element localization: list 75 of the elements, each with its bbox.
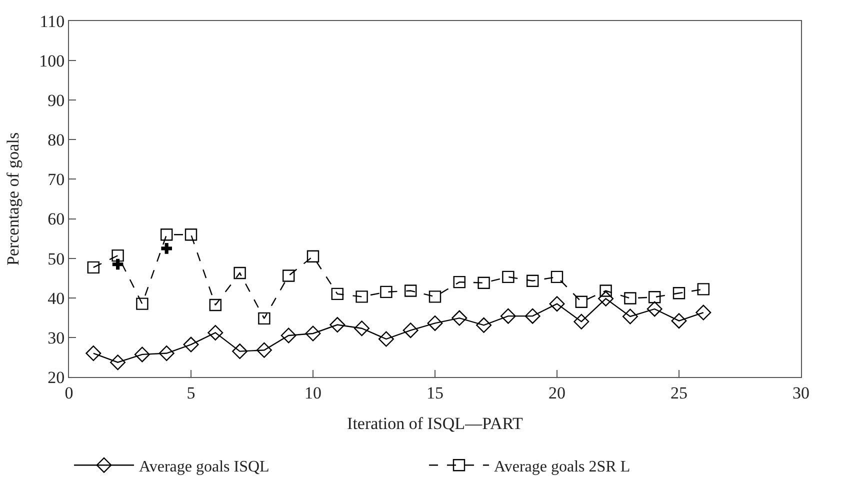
point bbox=[671, 313, 687, 329]
point bbox=[574, 314, 590, 330]
point bbox=[158, 346, 174, 362]
point bbox=[305, 326, 321, 342]
point bbox=[648, 291, 661, 304]
point bbox=[502, 270, 514, 284]
point bbox=[282, 270, 295, 282]
point bbox=[500, 308, 516, 324]
y-tick-label: 30 bbox=[48, 328, 65, 348]
point bbox=[672, 287, 686, 300]
point bbox=[331, 288, 344, 300]
point bbox=[330, 317, 346, 333]
y-tick-label: 90 bbox=[48, 91, 65, 110]
point bbox=[110, 354, 126, 370]
point bbox=[306, 250, 320, 262]
point bbox=[112, 258, 124, 270]
point bbox=[258, 312, 270, 325]
point bbox=[402, 322, 418, 338]
point bbox=[575, 296, 588, 308]
point bbox=[380, 286, 392, 298]
point bbox=[208, 324, 224, 340]
point bbox=[280, 328, 296, 344]
point bbox=[696, 304, 712, 320]
y-tick-label: 20 bbox=[48, 368, 65, 387]
point bbox=[526, 274, 539, 287]
point bbox=[136, 298, 148, 310]
point bbox=[428, 290, 442, 303]
point bbox=[600, 284, 612, 297]
point bbox=[234, 266, 246, 280]
x-tick-label: 15 bbox=[426, 383, 444, 402]
point bbox=[378, 331, 394, 347]
point bbox=[478, 276, 490, 289]
x-tick-label: 0 bbox=[64, 383, 74, 402]
y-axis-title: Percentage of goals bbox=[4, 132, 23, 266]
point bbox=[624, 292, 636, 304]
point bbox=[598, 290, 614, 306]
point bbox=[87, 261, 100, 274]
point bbox=[256, 342, 272, 358]
point bbox=[356, 290, 368, 303]
y-tick-label: 100 bbox=[39, 52, 65, 71]
point bbox=[183, 336, 199, 352]
point bbox=[452, 310, 468, 326]
legend-label: Average goals 2SR L bbox=[494, 458, 630, 476]
x-tick-label: 10 bbox=[304, 383, 322, 402]
point bbox=[646, 301, 662, 317]
point bbox=[160, 228, 173, 241]
x-tick-label: 30 bbox=[792, 383, 810, 402]
y-tick-label: 70 bbox=[48, 170, 65, 190]
point bbox=[524, 308, 540, 324]
x-tick-label: 25 bbox=[670, 383, 688, 402]
point bbox=[232, 344, 248, 360]
y-tick-label: 60 bbox=[48, 210, 65, 229]
y-tick-label: 50 bbox=[48, 249, 65, 268]
point bbox=[86, 346, 102, 362]
x-axis-title: Iteration of ISQL—PART bbox=[347, 414, 524, 433]
point bbox=[161, 243, 172, 254]
legend-label: Average goals ISQL bbox=[139, 458, 270, 476]
point bbox=[622, 308, 638, 324]
point bbox=[427, 315, 443, 331]
y-tick-label: 40 bbox=[48, 288, 65, 308]
x-tick-label: 20 bbox=[548, 383, 566, 402]
point bbox=[404, 284, 417, 297]
point bbox=[134, 346, 150, 362]
point bbox=[209, 298, 222, 312]
point bbox=[453, 276, 466, 288]
point bbox=[550, 270, 564, 284]
point bbox=[112, 249, 124, 262]
y-tick-label: 80 bbox=[48, 130, 65, 150]
y-tick-label: 110 bbox=[40, 12, 65, 31]
point bbox=[184, 228, 198, 241]
point bbox=[549, 296, 565, 312]
x-tick-label: 5 bbox=[186, 383, 196, 402]
point bbox=[354, 320, 370, 336]
point bbox=[476, 317, 492, 333]
point bbox=[697, 283, 710, 296]
